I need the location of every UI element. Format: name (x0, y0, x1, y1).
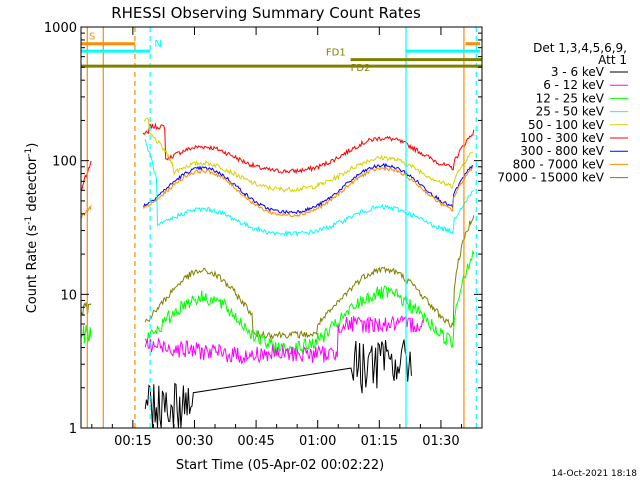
flag-label: N (154, 39, 161, 50)
flag-label: S (89, 32, 95, 43)
y-axis-label: Count Rate (s-1 detector-1) (24, 143, 40, 314)
series-line (144, 215, 475, 340)
legend-label: 7000 - 15000 keV (497, 171, 604, 185)
series-line (144, 139, 474, 238)
legend-label: 50 - 100 keV (528, 118, 605, 132)
series-line (142, 122, 475, 175)
y-label-main: Count Rate (s (25, 225, 40, 314)
series-line (143, 117, 473, 193)
chart-title: RHESSI Observing Summary Count Rates (111, 4, 421, 22)
flag-label: FD2 (351, 63, 371, 74)
series-layer (80, 117, 475, 429)
x-tick-label: 00:45 (237, 434, 274, 449)
legend-label: 800 - 7000 keV (513, 157, 605, 171)
series-line (143, 162, 474, 215)
y-tick-label: 100 (52, 155, 77, 170)
x-axis-label: Start Time (05-Apr-02 00:02:22) (176, 458, 384, 473)
legend-label: 25 - 50 keV (536, 105, 605, 119)
legend-label: 12 - 25 keV (536, 91, 605, 105)
series-line (80, 205, 92, 219)
x-tick-label: 01:00 (299, 434, 336, 449)
legend-label: 100 - 300 keV (520, 131, 604, 145)
x-tick-label: 00:15 (114, 434, 151, 449)
flag-layer: S N FD1 FD2 (81, 27, 482, 428)
y-tick-label: 1000 (44, 21, 77, 36)
y-tick-label: 1 (69, 422, 77, 437)
y-label-sup1: -1 (24, 216, 34, 225)
series-line (80, 324, 92, 344)
series-line (144, 249, 475, 357)
series-line (144, 314, 424, 365)
x-tick-label: 01:30 (422, 434, 459, 449)
series-line (80, 160, 92, 191)
y-label-sup2: -1 (24, 148, 34, 157)
y-label-end: ) (25, 143, 40, 148)
tick-layer: 00:15 00:30 00:45 01:00 01:15 01:30 1 10 100 1000 (44, 21, 482, 449)
legend-label: 3 - 6 keV (551, 65, 605, 79)
legend-header-detectors: Det 1,3,4,5,6,9, (533, 41, 627, 55)
x-tick-label: 00:30 (176, 434, 213, 449)
series-line (143, 165, 474, 218)
plot-frame (80, 26, 483, 429)
y-tick-label: 10 (60, 288, 77, 303)
legend-label: 6 - 12 keV (543, 78, 605, 92)
x-tick-label: 01:15 (361, 434, 398, 449)
flag-label: FD1 (326, 48, 346, 59)
series-line (80, 302, 92, 317)
timestamp-note: 14-Oct-2021 18:18 (552, 469, 638, 479)
legend-label: 300 - 800 keV (520, 144, 604, 158)
series-line (144, 339, 412, 429)
legend-header-attenuator: Att 1 (598, 53, 627, 67)
y-label-mid: detector (25, 156, 40, 216)
